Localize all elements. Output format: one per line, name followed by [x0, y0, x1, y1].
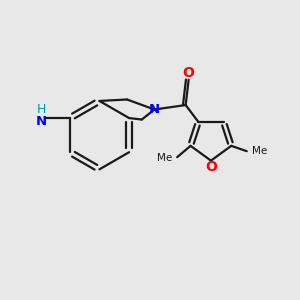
Text: Me: Me	[252, 146, 267, 156]
Text: N: N	[149, 103, 160, 116]
Text: O: O	[205, 160, 217, 174]
Text: H: H	[37, 103, 46, 116]
Text: O: O	[183, 66, 195, 80]
Text: Me: Me	[157, 153, 172, 163]
Text: N: N	[36, 115, 47, 128]
